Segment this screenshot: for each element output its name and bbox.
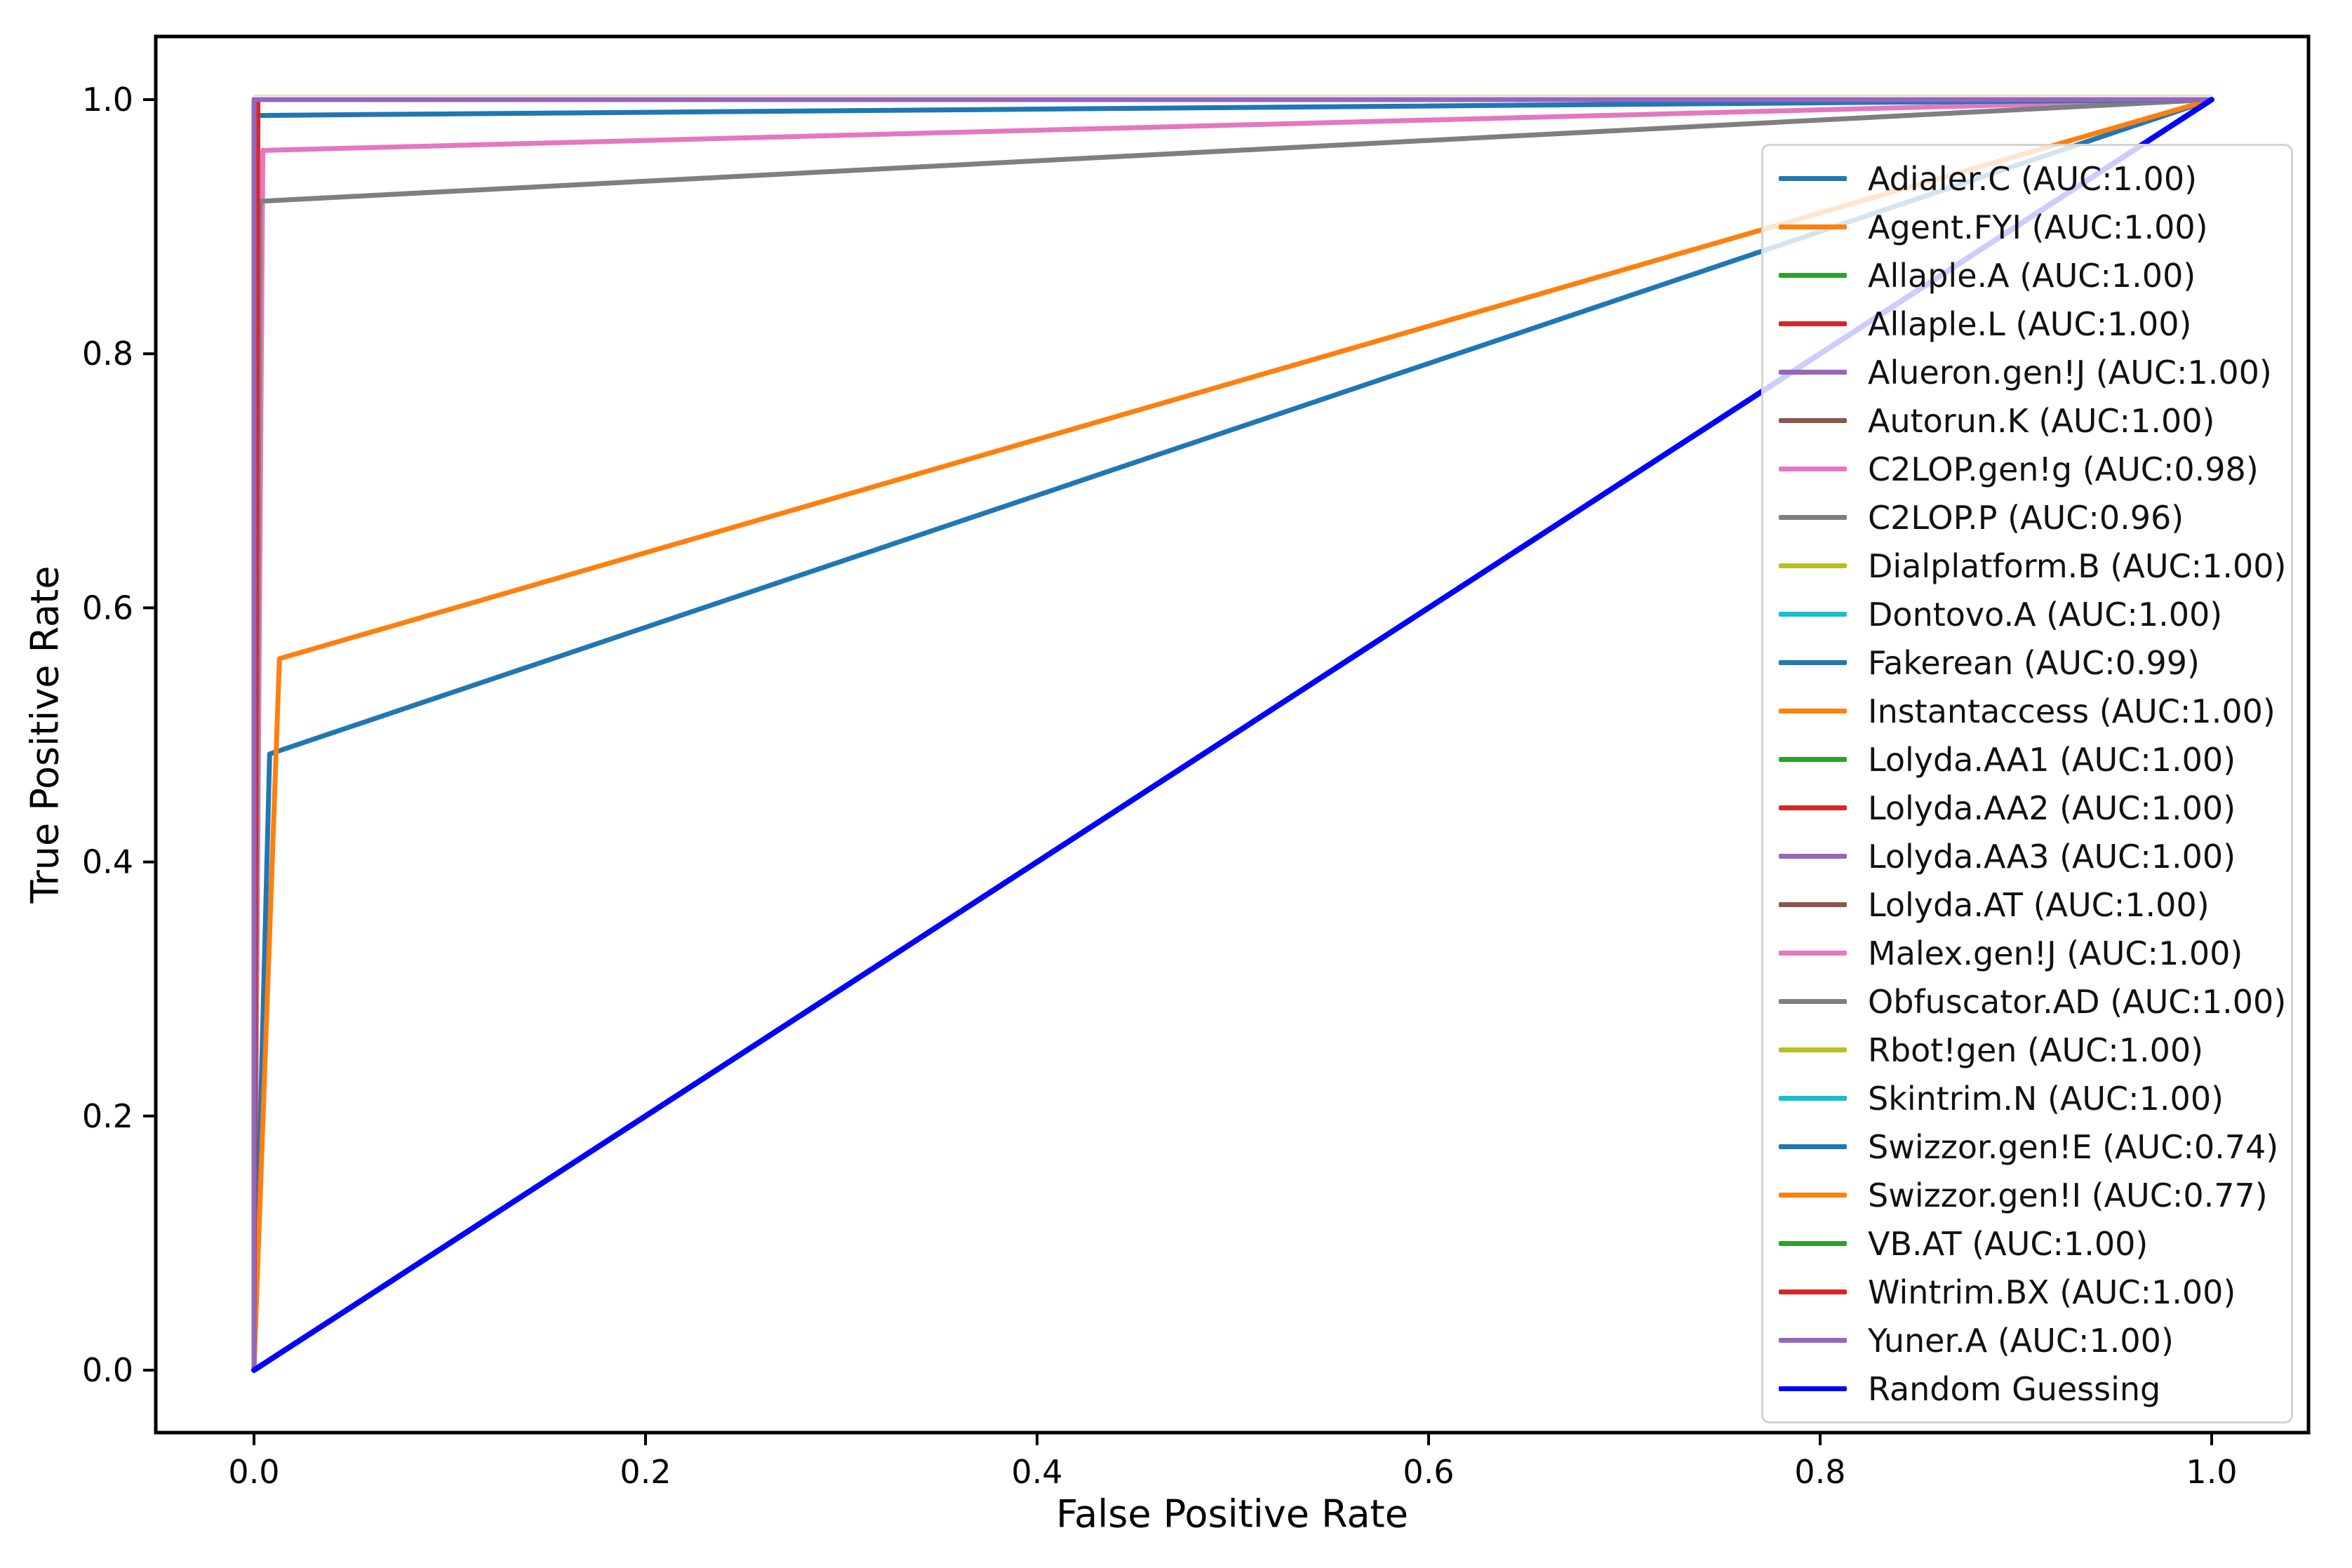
legend-swatch [1779,902,1847,907]
y-tick-label: 1.0 [82,81,133,119]
legend-swatch [1779,563,1847,568]
legend-item-adialer-c: Adialer.C (AUC:1.00) [1779,154,2277,203]
y-tick-label: 0.8 [82,335,133,373]
legend-item-label: Autorun.K (AUC:1.00) [1868,401,2215,440]
legend-item-label: Lolyda.AA1 (AUC:1.00) [1868,740,2236,779]
y-tick-label: 0.2 [82,1097,133,1135]
legend-item-wintrim-bx: Wintrim.BX (AUC:1.00) [1779,1268,2277,1316]
y-tick-label: 0.0 [82,1351,133,1389]
x-tick-label: 1.0 [2186,1453,2237,1491]
legend-item-dialplatform-b: Dialplatform.B (AUC:1.00) [1779,542,2287,590]
legend-item-agent-fyi: Agent.FYI (AUC:1.00) [1779,203,2277,251]
legend: Adialer.C (AUC:1.00) Agent.FYI (AUC:1.00)… [1761,144,2293,1423]
axes-spines [154,34,2311,1435]
legend-swatch [1779,999,1847,1004]
legend-swatch [1779,1096,1847,1101]
legend-item-label: Dontovo.A (AUC:1.00) [1868,595,2223,634]
legend-item-label: C2LOP.gen!g (AUC:0.98) [1868,450,2259,488]
legend-item-label: Wintrim.BX (AUC:1.00) [1868,1273,2236,1311]
legend-item-label: Malex.gen!J (AUC:1.00) [1868,934,2243,972]
legend-item-lolyda-aa1: Lolyda.AA1 (AUC:1.00) [1779,735,2277,784]
legend-item-label: C2LOP.P (AUC:0.96) [1868,498,2184,537]
legend-item-c2lop-p: C2LOP.P (AUC:0.96) [1779,493,2277,542]
legend-swatch [1779,1386,1847,1391]
legend-swatch [1779,515,1847,520]
legend-item-dontovo-a: Dontovo.A (AUC:1.00) [1779,590,2277,638]
legend-swatch [1779,1338,1847,1343]
y-tick-label: 0.4 [82,843,133,881]
legend-swatch [1779,273,1847,278]
legend-swatch [1779,321,1847,326]
legend-item-label: Allaple.A (AUC:1.00) [1868,256,2196,295]
legend-item-label: Fakerean (AUC:0.99) [1868,643,2200,682]
legend-item-allaple-a: Allaple.A (AUC:1.00) [1779,251,2277,300]
legend-swatch [1779,854,1847,859]
legend-item-swizzor-gen-i: Swizzor.gen!I (AUC:0.77) [1779,1171,2277,1219]
legend-item-label: Lolyda.AT (AUC:1.00) [1868,885,2210,924]
x-tick-label: 0.4 [1011,1453,1062,1491]
legend-item-lolyda-aa3: Lolyda.AA3 (AUC:1.00) [1779,832,2277,880]
legend-item-rbot-gen: Rbot!gen (AUC:1.00) [1779,1026,2277,1074]
legend-swatch [1779,1047,1847,1052]
legend-item-random-guessing: Random Guessing [1779,1365,2277,1413]
legend-item-allaple-l: Allaple.L (AUC:1.00) [1779,300,2277,348]
curve-swizzor-gen-i [251,97,2214,1373]
legend-item-label: Swizzor.gen!E (AUC:0.74) [1868,1127,2279,1166]
legend-swatch [1779,1289,1847,1294]
legend-item-fakerean: Fakerean (AUC:0.99) [1779,638,2277,687]
legend-item-label: Adialer.C (AUC:1.00) [1868,159,2198,198]
legend-item-label: VB.AT (AUC:1.00) [1868,1224,2149,1263]
legend-swatch [1779,805,1847,810]
legend-item-label: Alueron.gen!J (AUC:1.00) [1868,353,2272,391]
legend-swatch [1779,660,1847,665]
legend-item-label: Yuner.A (AUC:1.00) [1868,1321,2174,1360]
legend-swatch [1779,612,1847,617]
legend-swatch [1779,467,1847,471]
legend-item-label: Swizzor.gen!I (AUC:0.77) [1868,1176,2268,1214]
legend-item-c2lop-gen-g: C2LOP.gen!g (AUC:0.98) [1779,445,2277,493]
legend-item-autorun-k: Autorun.K (AUC:1.00) [1779,396,2277,445]
legend-item-alueron-gen-j: Alueron.gen!J (AUC:1.00) [1779,348,2277,396]
legend-item-label: Dialplatform.B (AUC:1.00) [1868,547,2287,585]
legend-item-obfuscator-ad: Obfuscator.AD (AUC:1.00) [1779,977,2286,1026]
legend-swatch [1779,418,1847,423]
legend-item-label: Agent.FYI (AUC:1.00) [1868,208,2208,246]
legend-swatch [1779,757,1847,762]
legend-swatch [1779,951,1847,956]
legend-item-label: Rbot!gen (AUC:1.00) [1868,1031,2204,1069]
legend-swatch [1779,709,1847,713]
curve-yuner-a [251,97,2214,1373]
legend-swatch [1779,1193,1847,1198]
x-tick-label: 0.8 [1794,1453,1845,1491]
y-tick-label: 0.6 [82,589,133,626]
x-axis-label: False Positive Rate [1056,1492,1408,1536]
legend-item-skintrim-n: Skintrim.N (AUC:1.00) [1779,1074,2277,1123]
legend-item-lolyda-aa2: Lolyda.AA2 (AUC:1.00) [1779,784,2277,832]
legend-item-label: Skintrim.N (AUC:1.00) [1868,1079,2224,1118]
legend-item-yuner-a: Yuner.A (AUC:1.00) [1779,1316,2277,1365]
legend-item-label: Obfuscator.AD (AUC:1.00) [1868,982,2287,1021]
x-tick-label: 0.0 [228,1453,279,1491]
y-axis-label: True Positive Rate [22,565,67,904]
legend-swatch [1779,370,1847,375]
legend-item-swizzor-gen-e: Swizzor.gen!E (AUC:0.74) [1779,1123,2279,1171]
x-tick-label: 0.6 [1403,1453,1454,1491]
legend-item-label: Lolyda.AA3 (AUC:1.00) [1868,837,2236,876]
legend-swatch [1779,1144,1847,1149]
legend-swatch [1779,1241,1847,1246]
x-tick-label: 0.2 [620,1453,671,1491]
legend-item-label: Random Guessing [1868,1369,2161,1408]
legend-swatch [1779,176,1847,181]
legend-item-label: Instantaccess (AUC:1.00) [1868,692,2276,730]
legend-swatch [1779,225,1847,229]
legend-item-label: Lolyda.AA2 (AUC:1.00) [1868,789,2236,827]
legend-item-vb-at: VB.AT (AUC:1.00) [1779,1219,2277,1268]
legend-item-instantaccess: Instantaccess (AUC:1.00) [1779,687,2277,735]
legend-item-lolyda-at: Lolyda.AT (AUC:1.00) [1779,880,2277,929]
legend-item-label: Allaple.L (AUC:1.00) [1868,304,2192,343]
legend-item-malex-gen-j: Malex.gen!J (AUC:1.00) [1779,929,2277,977]
